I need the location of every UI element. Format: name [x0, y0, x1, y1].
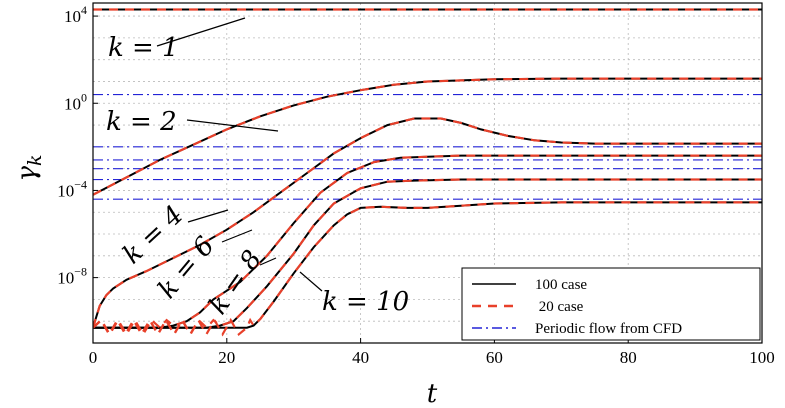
y-tick-label: 100: [64, 90, 87, 113]
legend-box: [461, 267, 761, 341]
legend-label-20-case: 20 case: [535, 299, 584, 315]
x-axis-ticks: 0 20 40 60 80 100: [89, 338, 775, 367]
x-tick-label: 40: [352, 348, 369, 367]
svg-text:k = 10: k = 10: [322, 287, 409, 317]
x-tick-label: 20: [218, 348, 235, 367]
legend-label-cfd: Periodic flow from CFD: [535, 321, 682, 337]
y-tick-label: 104: [64, 3, 87, 26]
x-tick-label: 80: [620, 348, 637, 367]
series-line-k2-20-case: [93, 77, 762, 196]
svg-text:k = 2: k = 2: [106, 107, 177, 137]
legend-label-100-case: 100 case: [535, 277, 587, 293]
annotation-k2: k = 2: [106, 107, 279, 137]
y-tick-label: 10−4: [57, 177, 87, 200]
annotation-k10: k = 10: [299, 271, 409, 317]
grid: [92, 3, 763, 344]
series-line-k4-100-case: [93, 117, 762, 328]
series-line-k10-20-case: [93, 201, 762, 337]
x-tick-label: 100: [749, 348, 775, 367]
y-tick-label: 10−8: [57, 265, 87, 288]
x-tick-label: 60: [486, 348, 503, 367]
series-group: [93, 8, 762, 337]
legend: 100 case 20 case Periodic flow from CFD: [461, 267, 761, 341]
x-axis-title: t: [427, 379, 438, 408]
y-axis-ticks: 104 100 10−4 10−8: [57, 3, 98, 288]
x-tick-label: 0: [89, 348, 98, 367]
y-axis-title: γk: [12, 154, 46, 181]
svg-text:k = 1: k = 1: [108, 33, 179, 63]
annotation-k1: k = 1: [108, 17, 246, 63]
plot-frame: [92, 2, 763, 344]
